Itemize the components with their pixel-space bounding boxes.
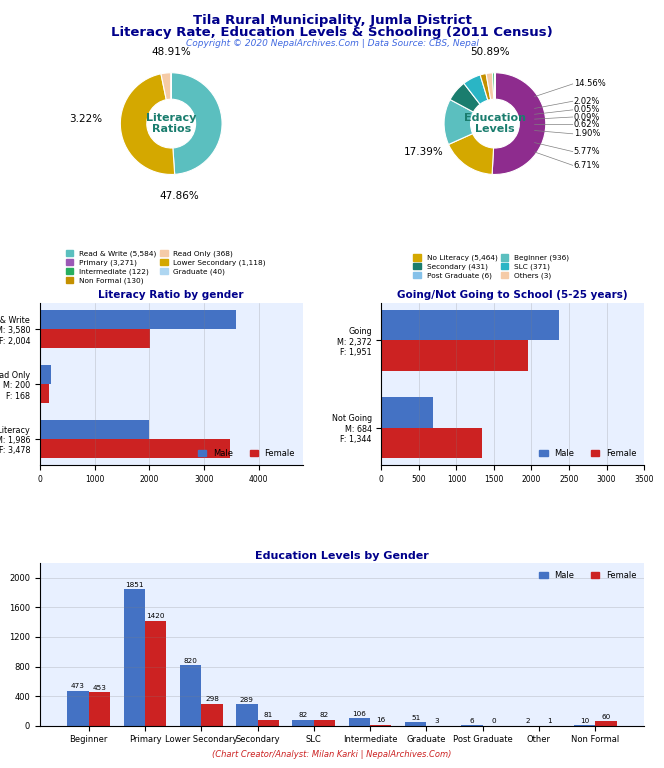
- Text: 453: 453: [92, 685, 106, 691]
- Wedge shape: [444, 100, 473, 144]
- Wedge shape: [449, 134, 493, 174]
- Bar: [381, 340, 528, 371]
- Text: 50.89%: 50.89%: [470, 48, 510, 58]
- Wedge shape: [450, 84, 480, 112]
- Bar: [40, 365, 50, 384]
- Legend: No Literacy (5,464), Secondary (431), Post Graduate (6), Beginner (936), SLC (37: No Literacy (5,464), Secondary (431), Po…: [410, 251, 572, 283]
- Text: 1851: 1851: [125, 581, 143, 588]
- Text: 82: 82: [299, 713, 307, 718]
- Text: 0: 0: [491, 718, 495, 724]
- Text: 298: 298: [205, 697, 219, 703]
- Text: 10: 10: [580, 717, 589, 723]
- Bar: [258, 720, 279, 726]
- Text: 0.09%: 0.09%: [574, 112, 600, 121]
- Text: 5.77%: 5.77%: [574, 147, 600, 156]
- Text: 1.90%: 1.90%: [574, 129, 600, 138]
- Text: Tila Rural Municipality, Jumla District: Tila Rural Municipality, Jumla District: [193, 14, 471, 27]
- Bar: [349, 718, 370, 726]
- Text: 60: 60: [602, 714, 610, 720]
- Legend: Male, Female: Male, Female: [536, 445, 640, 462]
- Bar: [40, 384, 49, 403]
- Wedge shape: [493, 73, 495, 99]
- Bar: [405, 722, 426, 726]
- Text: Copyright © 2020 NepalArchives.Com | Data Source: CBS, Nepal: Copyright © 2020 NepalArchives.Com | Dat…: [185, 39, 479, 48]
- Text: 2: 2: [526, 718, 531, 724]
- Bar: [292, 720, 314, 726]
- Text: 473: 473: [71, 684, 85, 690]
- Bar: [180, 665, 201, 726]
- Text: 51: 51: [411, 715, 420, 720]
- Wedge shape: [464, 75, 488, 104]
- Bar: [236, 704, 258, 726]
- Bar: [40, 329, 149, 349]
- Bar: [67, 690, 89, 726]
- Wedge shape: [486, 73, 494, 100]
- Text: (Chart Creator/Analyst: Milan Karki | NepalArchives.Com): (Chart Creator/Analyst: Milan Karki | Ne…: [212, 750, 452, 759]
- Bar: [40, 439, 230, 458]
- Title: Literacy Ratio by gender: Literacy Ratio by gender: [98, 290, 244, 300]
- Legend: Read & Write (5,584), Primary (3,271), Intermediate (122), Non Formal (130), Rea: Read & Write (5,584), Primary (3,271), I…: [63, 247, 269, 286]
- Text: Education
Levels: Education Levels: [464, 113, 526, 134]
- Legend: Male, Female: Male, Female: [195, 445, 298, 462]
- Bar: [381, 428, 482, 458]
- Text: 82: 82: [320, 713, 329, 718]
- Text: 1420: 1420: [147, 614, 165, 619]
- Bar: [201, 703, 222, 726]
- Text: 1: 1: [547, 718, 552, 724]
- Title: Going/Not Going to School (5-25 years): Going/Not Going to School (5-25 years): [398, 290, 628, 300]
- Text: 2.02%: 2.02%: [574, 97, 600, 106]
- Text: Literacy
Ratios: Literacy Ratios: [146, 113, 197, 134]
- Text: 81: 81: [264, 713, 273, 718]
- Text: 820: 820: [184, 657, 197, 664]
- Bar: [381, 397, 433, 428]
- Text: 0.05%: 0.05%: [574, 105, 600, 114]
- Text: 6: 6: [469, 718, 474, 724]
- Text: 0.62%: 0.62%: [574, 120, 600, 129]
- Wedge shape: [480, 74, 491, 101]
- Wedge shape: [161, 73, 171, 100]
- Bar: [40, 419, 149, 439]
- Text: 48.91%: 48.91%: [151, 48, 191, 58]
- Bar: [89, 692, 110, 726]
- Bar: [381, 310, 559, 340]
- Text: Literacy Rate, Education Levels & Schooling (2011 Census): Literacy Rate, Education Levels & School…: [111, 26, 553, 39]
- Bar: [40, 310, 236, 329]
- Bar: [314, 720, 335, 726]
- Text: 16: 16: [376, 717, 385, 723]
- Wedge shape: [492, 73, 546, 174]
- Text: 289: 289: [240, 697, 254, 703]
- Text: 14.56%: 14.56%: [574, 79, 606, 88]
- Text: 17.39%: 17.39%: [404, 147, 444, 157]
- Text: 47.86%: 47.86%: [159, 190, 199, 200]
- Bar: [124, 589, 145, 726]
- Wedge shape: [120, 74, 175, 174]
- Bar: [145, 621, 167, 726]
- Text: 6.71%: 6.71%: [574, 161, 600, 170]
- Bar: [370, 724, 392, 726]
- Text: 106: 106: [353, 710, 367, 717]
- Legend: Male, Female: Male, Female: [536, 568, 640, 583]
- Text: 3.22%: 3.22%: [70, 114, 102, 124]
- Title: Education Levels by Gender: Education Levels by Gender: [255, 551, 429, 561]
- Wedge shape: [171, 73, 222, 174]
- Bar: [595, 721, 617, 726]
- Text: 3: 3: [435, 718, 440, 724]
